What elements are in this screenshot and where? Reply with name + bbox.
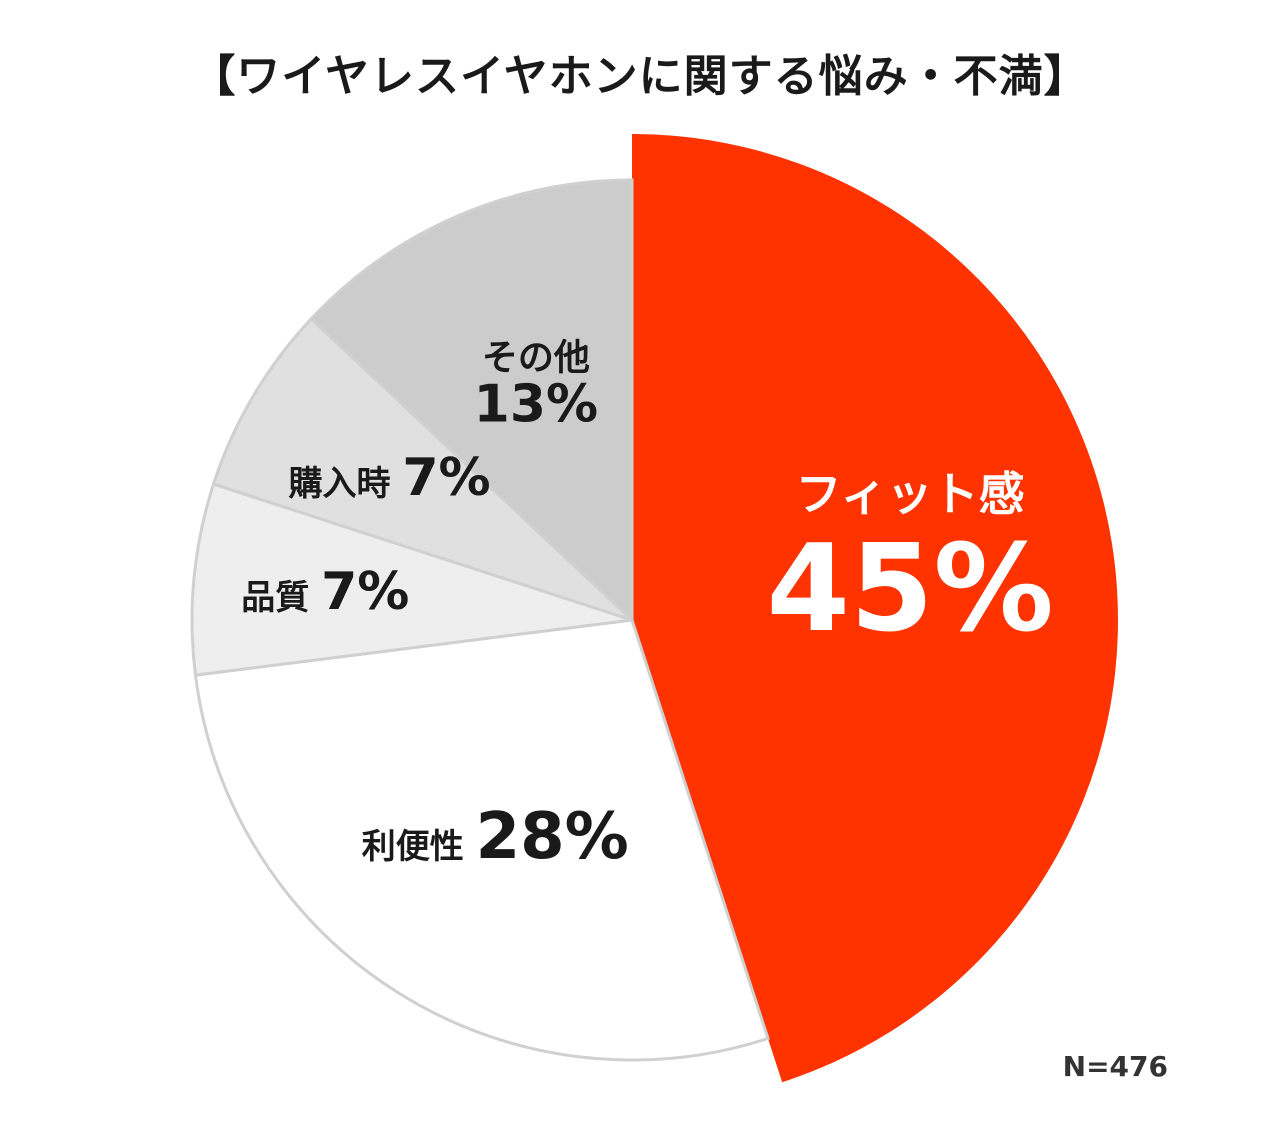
slice-1-label: フィット感 bbox=[796, 467, 1025, 521]
slice-4-value: 7% bbox=[402, 448, 490, 508]
slice-3-text: 品質 7% bbox=[241, 562, 409, 622]
slice-2-text: 利便性 28% bbox=[362, 800, 629, 874]
slice-4-text: 購入時 7% bbox=[289, 448, 491, 508]
slice-4-label: 購入時 bbox=[289, 464, 403, 504]
slice-3-value: 7% bbox=[321, 562, 409, 622]
slice-1-wedge bbox=[632, 134, 1118, 1083]
sample-size-note: N=476 bbox=[1062, 1050, 1168, 1083]
slice-5-label: その他 bbox=[482, 337, 590, 378]
slice-4-wedge bbox=[211, 316, 634, 622]
slice-1-value: 45% bbox=[767, 520, 1054, 659]
slice-3-label: 品質 bbox=[241, 578, 321, 618]
slice-2-value: 28% bbox=[476, 800, 629, 874]
chart-title: 【ワイヤレスイヤホンに関する悩み・不満】 bbox=[191, 51, 1089, 102]
slice-5-wedge bbox=[309, 178, 634, 624]
slice-2-label: 利便性 bbox=[362, 827, 476, 867]
slice-2-wedge bbox=[193, 618, 770, 1062]
pie-slices bbox=[190, 134, 1118, 1083]
slice-3-wedge bbox=[190, 482, 633, 677]
slice-5-value: 13% bbox=[474, 374, 598, 434]
